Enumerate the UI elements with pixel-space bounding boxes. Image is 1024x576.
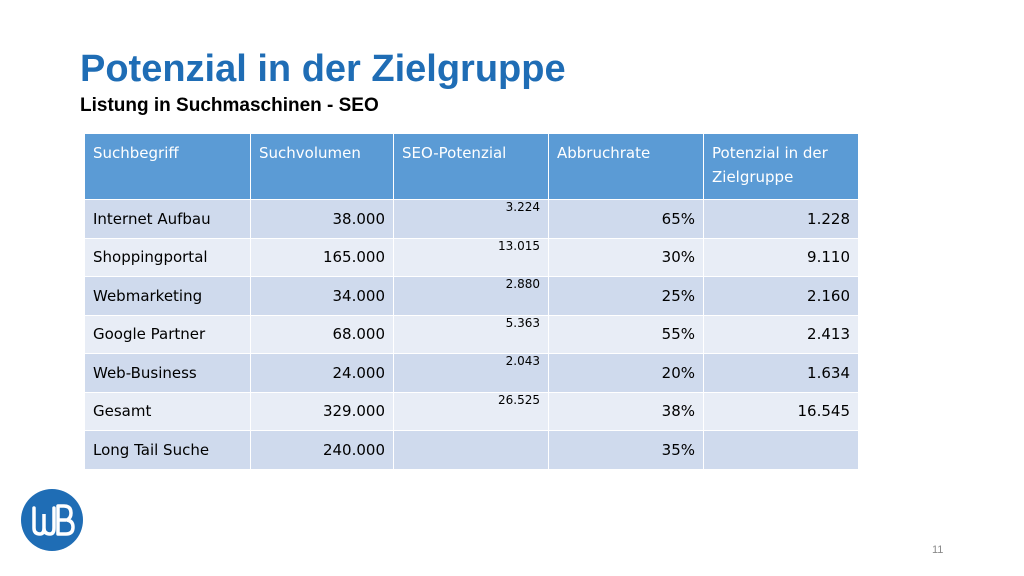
table-header-row: Suchbegriff Suchvolumen SEO-Potenzial Ab… [84, 133, 859, 200]
cell-potenzial [703, 430, 859, 470]
header-potenzial-zielgruppe: Potenzial in der Zielgruppe [703, 133, 859, 200]
table-row: Internet Aufbau 38.000 3.224 65% 1.228 [84, 199, 859, 239]
wb-logo [20, 488, 84, 552]
table-row: Web-Business 24.000 2.043 20% 1.634 [84, 353, 859, 393]
cell-abbruchrate: 25% [548, 276, 704, 316]
cell-potenzial: 1.228 [703, 199, 859, 239]
cell-abbruchrate: 55% [548, 314, 704, 354]
cell-abbruchrate: 65% [548, 199, 704, 239]
cell-potenzial: 1.634 [703, 353, 859, 393]
header-suchbegriff: Suchbegriff [84, 133, 251, 200]
cell-abbruchrate: 30% [548, 237, 704, 277]
cell-abbruchrate: 20% [548, 353, 704, 393]
cell-seo-potenzial: 5.363 [393, 314, 549, 354]
cell-seo-potenzial: 3.224 [393, 199, 549, 239]
cell-seo-potenzial: 2.880 [393, 276, 549, 316]
table-row: Long Tail Suche 240.000 35% [84, 430, 859, 470]
table-row: Google Partner 68.000 5.363 55% 2.413 [84, 314, 859, 354]
cell-seo-potenzial: 13.015 [393, 237, 549, 277]
cell-potenzial: 2.413 [703, 314, 859, 354]
header-abbruchrate: Abbruchrate [548, 133, 704, 200]
cell-potenzial: 16.545 [703, 391, 859, 431]
cell-suchvolumen: 38.000 [250, 199, 394, 239]
cell-potenzial: 2.160 [703, 276, 859, 316]
header-seo-potenzial: SEO-Potenzial [393, 133, 549, 200]
cell-suchbegriff: Webmarketing [84, 276, 251, 316]
cell-suchbegriff: Shoppingportal [84, 237, 251, 277]
slide-title: Potenzial in der Zielgruppe [80, 48, 566, 90]
header-suchvolumen: Suchvolumen [250, 133, 394, 200]
cell-suchvolumen: 165.000 [250, 237, 394, 277]
cell-seo-potenzial: 26.525 [393, 391, 549, 431]
cell-suchvolumen: 34.000 [250, 276, 394, 316]
cell-suchvolumen: 329.000 [250, 391, 394, 431]
cell-suchvolumen: 24.000 [250, 353, 394, 393]
cell-seo-potenzial [393, 430, 549, 470]
cell-potenzial: 9.110 [703, 237, 859, 277]
cell-suchvolumen: 68.000 [250, 314, 394, 354]
cell-abbruchrate: 38% [548, 391, 704, 431]
table-row: Shoppingportal 165.000 13.015 30% 9.110 [84, 237, 859, 277]
cell-suchbegriff: Long Tail Suche [84, 430, 251, 470]
page-number: 11 [932, 544, 944, 556]
table-row: Webmarketing 34.000 2.880 25% 2.160 [84, 276, 859, 316]
seo-table: Suchbegriff Suchvolumen SEO-Potenzial Ab… [84, 133, 859, 470]
cell-suchbegriff: Web-Business [84, 353, 251, 393]
table-row: Gesamt 329.000 26.525 38% 16.545 [84, 391, 859, 431]
cell-suchvolumen: 240.000 [250, 430, 394, 470]
slide-subtitle: Listung in Suchmaschinen - SEO [80, 95, 379, 116]
cell-seo-potenzial: 2.043 [393, 353, 549, 393]
cell-abbruchrate: 35% [548, 430, 704, 470]
cell-suchbegriff: Gesamt [84, 391, 251, 431]
cell-suchbegriff: Internet Aufbau [84, 199, 251, 239]
cell-suchbegriff: Google Partner [84, 314, 251, 354]
